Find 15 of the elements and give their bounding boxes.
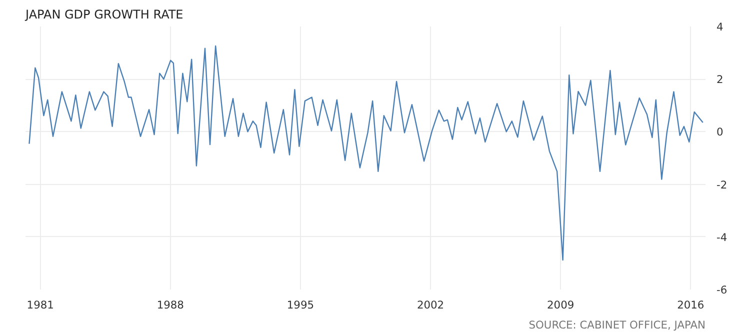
line-series xyxy=(28,45,704,261)
y-tick-label: 4 xyxy=(716,20,724,34)
x-tick-label: 2009 xyxy=(547,298,574,312)
x-tick-label: 1981 xyxy=(26,298,54,312)
y-tick-label: 0 xyxy=(716,126,724,139)
x-tick-label: 1988 xyxy=(156,298,184,312)
y-tick-label: 2 xyxy=(716,73,724,86)
x-tick-label: 1995 xyxy=(286,298,314,312)
y-tick-label: -6 xyxy=(716,284,728,296)
x-tick-label: 2016 xyxy=(677,298,704,312)
x-tick-label: 2002 xyxy=(416,298,444,312)
source-note: SOURCE: CABINET OFFICE, JAPAN xyxy=(528,318,706,332)
chart-title: JAPAN GDP GROWTH RATE xyxy=(24,8,184,22)
y-tick-label: -4 xyxy=(716,230,728,244)
y-tick-label: -2 xyxy=(716,178,728,192)
